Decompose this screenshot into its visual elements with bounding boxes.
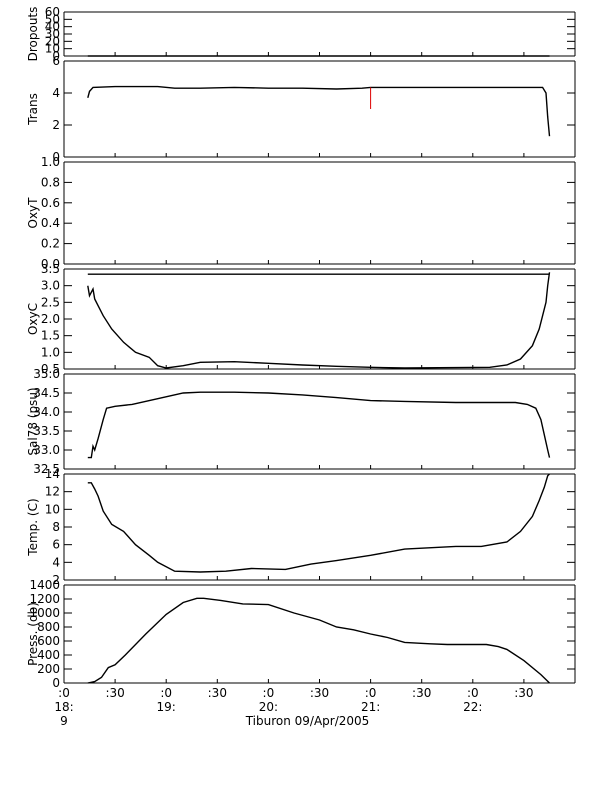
panel-3-ytick-label: 2.5 [41,295,60,309]
panel-1-ylabel: Trans [26,93,40,126]
panel-5-ytick-label: 14 [45,467,60,481]
panel-0-ytick-label: 0 [52,49,60,63]
panel-3-ytick-label: 1.0 [41,345,60,359]
panel-4-ylabel: Sal78 (psu) [26,387,40,455]
panel-6-ytick-label: 200 [37,662,60,676]
panel-6-ylabel: Press. (db) [26,602,40,666]
panel-6-ytick-label: 600 [37,634,60,648]
panel-0-ytick-label: 30 [45,27,60,41]
panel-1-series-line [87,85,551,137]
panel-1-ytick-label: 0 [52,150,60,164]
xtick-label: :0 [365,686,377,700]
xtick-label: :30 [310,686,329,700]
panel-6-series-line [87,597,550,684]
panel-0-ytick-label: 20 [45,34,60,48]
panel-5-ytick-label: 12 [45,485,60,499]
panel-3-ylabel: OxyC [26,303,40,335]
panel-5-series-line [87,473,550,573]
panel-3-ytick-label: 3.0 [41,279,60,293]
panel-0-ytick-label: 60 [45,5,60,19]
panel-3-series-line [87,272,551,369]
xtick-label: 21: [361,700,380,714]
panel-4-ytick-label: 35.0 [33,367,60,381]
panel-5-ytick-label: 10 [45,502,60,516]
panel-3-ytick-label: 2.0 [41,312,60,326]
panel-2-ytick-label: 1.0 [41,155,60,169]
panel-4-ytick-label: 34.5 [33,386,60,400]
panel-1-ytick-label: 6 [52,54,60,68]
panel-0-ytick-label: 50 [45,12,60,26]
xtick-label: 9 [60,714,68,728]
xtick-label: 18: [54,700,73,714]
panel-0-ytick-label: 40 [45,20,60,34]
panel-5-ytick-label: 8 [52,520,60,534]
panel-2-ytick-label: 0.4 [41,216,60,230]
panel-6-ytick-label: 800 [37,620,60,634]
panel-3-ytick-label: 1.5 [41,329,60,343]
xtick-label: :30 [514,686,533,700]
panel-0-ylabel: Dropouts [26,7,40,62]
panel-5-ytick-label: 4 [52,555,60,569]
panel-5-ylabel: Temp. (C) [26,498,40,556]
xtick-label: :0 [160,686,172,700]
panel-4-ytick-label: 33.5 [33,424,60,438]
panel-3-ytick-label: 0.5 [41,362,60,376]
xtick-label: :0 [263,686,275,700]
panel-6-ytick-label: 1000 [29,606,60,620]
xtick-label: :30 [208,686,227,700]
xtick-label: :30 [105,686,124,700]
xtick-label: :0 [58,686,70,700]
panel-0-ytick-label: 10 [45,42,60,56]
xtick-label: 19: [157,700,176,714]
panel-1-ytick-label: 2 [52,118,60,132]
panel-6-ytick-label: 400 [37,648,60,662]
xtick-label: :30 [412,686,431,700]
panel-2-ytick-label: 0.2 [41,237,60,251]
panel-4-ytick-label: 32.5 [33,462,60,476]
panel-4-ytick-label: 34.0 [33,405,60,419]
panel-4-series-line [87,391,551,459]
xtick-label: 22: [463,700,482,714]
panel-2-ytick-label: 0.6 [41,196,60,210]
panel-6-ytick-label: 1200 [29,592,60,606]
x-axis-label: Tiburon 09/Apr/2005 [245,714,370,728]
panel-5-ytick-label: 2 [52,573,60,587]
panel-1-ytick-label: 4 [52,86,60,100]
panel-6-ytick-label: 1400 [29,578,60,592]
panel-3-ytick-label: 3.5 [41,262,60,276]
xtick-label: :0 [467,686,479,700]
panel-4-ytick-label: 33.0 [33,443,60,457]
panel-2-ytick-label: 0.8 [41,175,60,189]
panel-6-ytick-label: 0 [52,676,60,690]
panel-5-ytick-label: 6 [52,538,60,552]
panel-2-ytick-label: 0.0 [41,257,60,271]
xtick-label: 20: [259,700,278,714]
panel-2-ylabel: OxyT [26,197,40,229]
